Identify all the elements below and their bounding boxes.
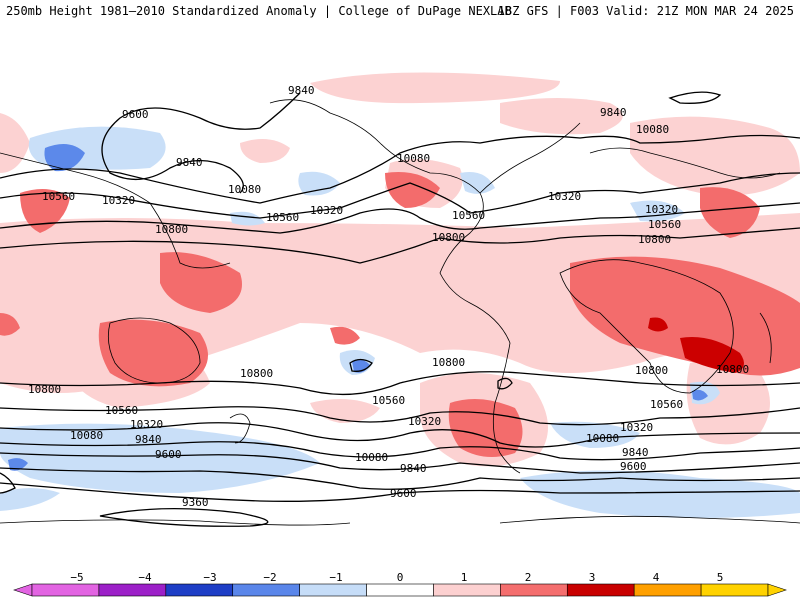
contour-label: 9600: [122, 108, 149, 121]
contour-label: 10080: [70, 429, 103, 442]
contour-label: 10080: [636, 123, 669, 136]
colorbar-swatch: [633, 583, 702, 597]
colorbar-max-arrow: [767, 583, 787, 597]
map-header: 250mb Height 1981–2010 Standardized Anom…: [0, 0, 800, 22]
map-svg: 9840 9600 9840 10080 10560 10320 10560 1…: [0, 23, 800, 559]
contour-label: 10320: [130, 418, 163, 431]
colorbar-swatch: [366, 583, 434, 597]
colorbar-tick-label: 2: [525, 571, 532, 584]
negative-anomaly-medium: [8, 144, 708, 471]
contour-label: 10320: [645, 203, 678, 216]
contour-label: 9840: [135, 433, 162, 446]
contour-label: 9600: [155, 448, 182, 461]
colorbar-labels: −5 −4 −3 −2 −1 0 1 2 3 4 5: [70, 571, 723, 584]
contour-label: 9840: [176, 156, 203, 169]
contour-label: 9840: [622, 446, 649, 459]
colorbar-swatches: [13, 583, 787, 597]
colorbar-swatch: [500, 583, 568, 597]
colorbar-swatch: [299, 583, 367, 597]
map-title: 250mb Height 1981–2010 Standardized Anom…: [6, 4, 512, 18]
contour-label: 10800: [432, 356, 465, 369]
colorbar-swatch: [566, 583, 635, 597]
colorbar-tick-label: −4: [138, 571, 152, 584]
colorbar-tick-label: −3: [203, 571, 216, 584]
colorbar-tick-label: 3: [589, 571, 596, 584]
contour-label: 10320: [408, 415, 441, 428]
model-run-label: 18Z GFS | F003 Valid: 21Z MON MAR 24 202…: [497, 4, 794, 18]
contour-label: 10560: [42, 190, 75, 203]
world-map: 9840 9600 9840 10080 10560 10320 10560 1…: [0, 23, 800, 559]
colorbar-tick-label: 1: [461, 571, 468, 584]
contour-label: 10080: [586, 432, 619, 445]
contour-label: 9360: [182, 496, 209, 509]
contour-label: 10560: [650, 398, 683, 411]
contour-label: 10560: [452, 209, 485, 222]
colorbar-tick-label: 0: [397, 571, 404, 584]
contour-label: 10560: [105, 404, 138, 417]
contour-label: 10080: [355, 451, 388, 464]
coastlines: [0, 99, 800, 526]
contour-label: 9600: [620, 460, 647, 473]
height-contours: [0, 91, 800, 527]
colorbar-tick-label: 4: [653, 571, 660, 584]
colorbar-min-arrow: [13, 583, 33, 597]
contour-label: 10560: [266, 211, 299, 224]
contour-label: 10800: [28, 383, 61, 396]
contour-label: 10800: [638, 233, 671, 246]
colorbar-swatch: [31, 583, 100, 597]
contour-labels: 9840 9600 9840 10080 10560 10320 10560 1…: [28, 84, 749, 509]
contour-label: 10560: [648, 218, 681, 231]
colorbar-tick-label: −1: [329, 571, 342, 584]
contour-label: 9840: [600, 106, 627, 119]
contour-label: 10800: [240, 367, 273, 380]
colorbar-tick-label: −5: [70, 571, 83, 584]
colorbar-svg: −5 −4 −3 −2 −1 0 1 2 3 4 5: [13, 571, 787, 597]
colorbar-swatch: [98, 583, 167, 597]
contour-label: 10800: [635, 364, 668, 377]
contour-label: 10560: [372, 394, 405, 407]
colorbar-swatch: [433, 583, 501, 597]
contour-label: 9840: [288, 84, 315, 97]
contour-label: 10080: [228, 183, 261, 196]
contour-label: 10320: [310, 204, 343, 217]
contour-label: 10320: [548, 190, 581, 203]
colorbar-tick-label: 5: [717, 571, 724, 584]
colorbar-swatch: [165, 583, 234, 597]
negative-anomaly-light: [0, 126, 800, 518]
colorbar-swatch: [700, 583, 769, 597]
contour-label: 9600: [390, 487, 417, 500]
colorbar-swatch: [232, 583, 300, 597]
contour-label: 10800: [716, 363, 749, 376]
contour-label: 10800: [432, 231, 465, 244]
contour-label: 10320: [620, 421, 653, 434]
contour-label: 10800: [155, 223, 188, 236]
positive-anomaly-strong: [648, 317, 744, 373]
contour-label: 10080: [397, 152, 430, 165]
colorbar-tick-label: −2: [263, 571, 276, 584]
contour-label: 10320: [102, 194, 135, 207]
contour-label: 9840: [400, 462, 427, 475]
colorbar-legend: −5 −4 −3 −2 −1 0 1 2 3 4 5: [0, 570, 800, 600]
positive-anomaly-medium: [0, 172, 800, 457]
